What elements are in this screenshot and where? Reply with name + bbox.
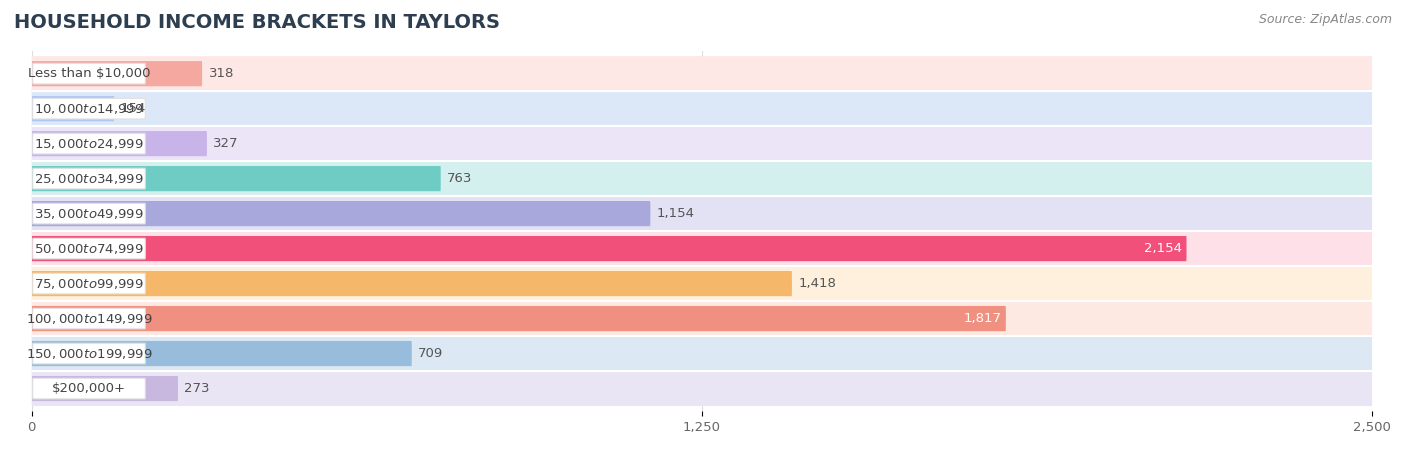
FancyBboxPatch shape: [31, 56, 1372, 91]
FancyBboxPatch shape: [32, 168, 145, 189]
FancyBboxPatch shape: [31, 231, 1372, 266]
Text: 1,154: 1,154: [657, 207, 695, 220]
FancyBboxPatch shape: [31, 266, 1372, 301]
FancyBboxPatch shape: [32, 133, 145, 154]
Text: $25,000 to $34,999: $25,000 to $34,999: [34, 172, 143, 185]
Text: $10,000 to $14,999: $10,000 to $14,999: [34, 101, 143, 116]
Text: 318: 318: [208, 67, 233, 80]
FancyBboxPatch shape: [31, 126, 1372, 161]
FancyBboxPatch shape: [32, 98, 145, 119]
FancyBboxPatch shape: [32, 343, 145, 364]
FancyBboxPatch shape: [31, 236, 1187, 261]
Text: 1,817: 1,817: [963, 312, 1001, 325]
Text: $200,000+: $200,000+: [52, 382, 127, 395]
FancyBboxPatch shape: [32, 273, 145, 294]
FancyBboxPatch shape: [32, 63, 145, 84]
FancyBboxPatch shape: [31, 96, 114, 121]
FancyBboxPatch shape: [31, 271, 792, 296]
Text: Less than $10,000: Less than $10,000: [28, 67, 150, 80]
FancyBboxPatch shape: [31, 61, 202, 86]
Text: 763: 763: [447, 172, 472, 185]
Text: Source: ZipAtlas.com: Source: ZipAtlas.com: [1258, 13, 1392, 26]
FancyBboxPatch shape: [32, 308, 145, 329]
FancyBboxPatch shape: [31, 201, 651, 226]
FancyBboxPatch shape: [31, 376, 179, 401]
FancyBboxPatch shape: [31, 301, 1372, 336]
Text: 154: 154: [121, 102, 146, 115]
Text: 273: 273: [184, 382, 209, 395]
Text: $100,000 to $149,999: $100,000 to $149,999: [25, 312, 152, 326]
FancyBboxPatch shape: [31, 306, 1005, 331]
FancyBboxPatch shape: [32, 238, 145, 259]
Text: $150,000 to $199,999: $150,000 to $199,999: [25, 347, 152, 361]
FancyBboxPatch shape: [32, 378, 145, 399]
FancyBboxPatch shape: [31, 166, 440, 191]
Text: 327: 327: [214, 137, 239, 150]
FancyBboxPatch shape: [31, 161, 1372, 196]
FancyBboxPatch shape: [31, 336, 1372, 371]
FancyBboxPatch shape: [31, 91, 1372, 126]
FancyBboxPatch shape: [32, 203, 145, 224]
Text: 1,418: 1,418: [799, 277, 837, 290]
Text: $15,000 to $24,999: $15,000 to $24,999: [34, 136, 143, 150]
Text: $50,000 to $74,999: $50,000 to $74,999: [34, 242, 143, 255]
Text: 2,154: 2,154: [1144, 242, 1182, 255]
Text: 709: 709: [418, 347, 443, 360]
FancyBboxPatch shape: [31, 131, 207, 156]
FancyBboxPatch shape: [31, 341, 412, 366]
FancyBboxPatch shape: [31, 196, 1372, 231]
Text: $75,000 to $99,999: $75,000 to $99,999: [34, 277, 143, 291]
Text: HOUSEHOLD INCOME BRACKETS IN TAYLORS: HOUSEHOLD INCOME BRACKETS IN TAYLORS: [14, 13, 501, 32]
FancyBboxPatch shape: [31, 371, 1372, 406]
Text: $35,000 to $49,999: $35,000 to $49,999: [34, 207, 143, 220]
